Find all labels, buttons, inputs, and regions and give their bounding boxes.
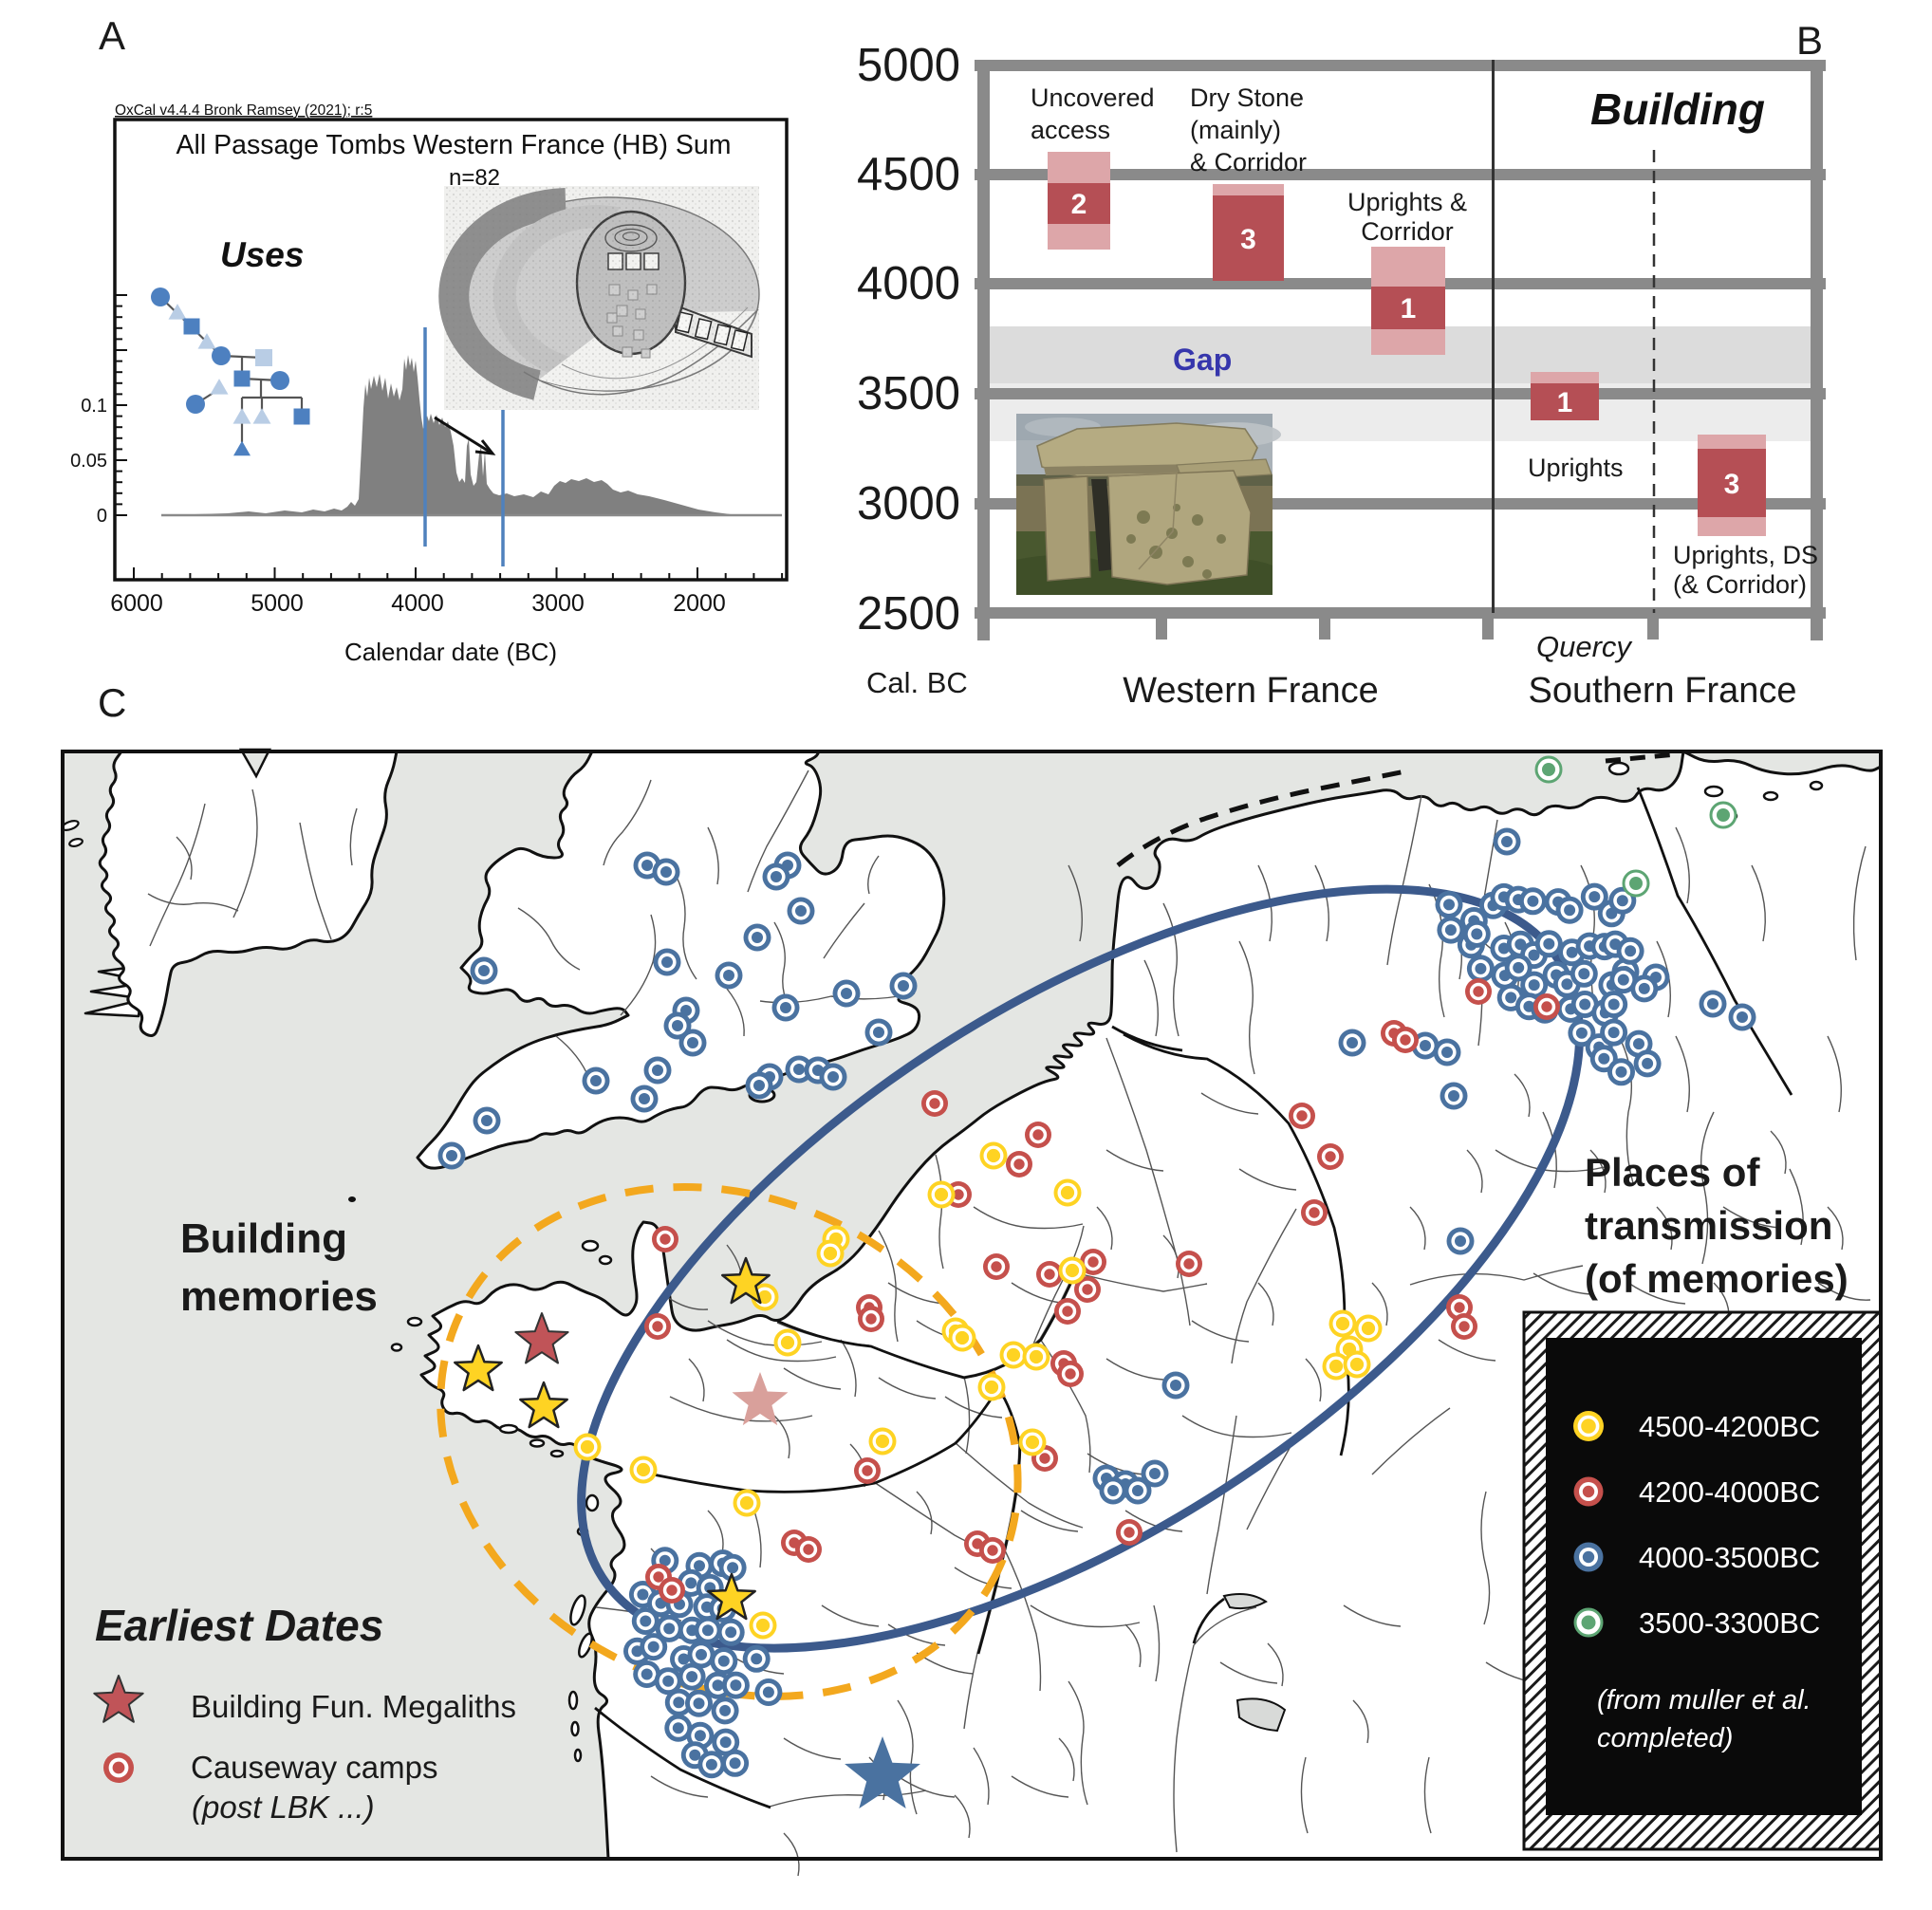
svg-text:4500: 4500 (857, 149, 960, 200)
svg-text:(mainly): (mainly) (1190, 116, 1281, 144)
svg-text:3500-3300BC: 3500-3300BC (1639, 1606, 1820, 1640)
svg-text:6000: 6000 (110, 590, 163, 617)
svg-text:Gap: Gap (1173, 343, 1232, 377)
svg-text:5000: 5000 (857, 40, 960, 91)
svg-text:3000: 3000 (857, 478, 960, 529)
svg-text:Uprights &: Uprights & (1347, 188, 1467, 216)
svg-text:2500: 2500 (857, 588, 960, 640)
svg-text:Uses: Uses (220, 235, 304, 274)
svg-text:0.1: 0.1 (81, 396, 107, 417)
svg-text:Dry Stone: Dry Stone (1190, 83, 1304, 112)
svg-text:Uprights: Uprights (1528, 454, 1624, 482)
svg-text:completed): completed) (1597, 1723, 1733, 1753)
svg-text:3: 3 (1240, 224, 1256, 255)
svg-text:Causeway camps: Causeway camps (191, 1750, 437, 1785)
svg-text:Earliest Dates: Earliest Dates (95, 1601, 383, 1650)
svg-text:4500-4200BC: 4500-4200BC (1639, 1410, 1820, 1443)
svg-text:Building: Building (180, 1215, 347, 1262)
svg-text:C: C (98, 680, 126, 725)
svg-text:(from muller et al.: (from muller et al. (1597, 1685, 1811, 1715)
svg-text:Cal. BC: Cal. BC (866, 666, 968, 699)
svg-text:Places of: Places of (1585, 1150, 1760, 1195)
svg-text:access: access (1031, 116, 1110, 144)
svg-text:All Passage Tombs Western Fran: All Passage Tombs Western France (HB) Su… (176, 130, 732, 160)
svg-text:Uprights, DS: Uprights, DS (1673, 541, 1818, 569)
svg-text:4000: 4000 (391, 590, 444, 617)
svg-text:Building: Building (1590, 84, 1765, 134)
svg-text:3: 3 (1724, 469, 1740, 500)
svg-text:5000: 5000 (251, 590, 304, 617)
svg-text:B: B (1796, 18, 1823, 63)
svg-text:Corridor: Corridor (1361, 217, 1454, 246)
svg-text:Uncovered: Uncovered (1031, 83, 1155, 112)
svg-text:Building Fun. Megaliths: Building Fun. Megaliths (191, 1689, 516, 1724)
svg-text:memories: memories (180, 1273, 378, 1320)
svg-text:0: 0 (97, 506, 107, 527)
svg-text:(of memories): (of memories) (1585, 1256, 1848, 1301)
svg-text:OxCal v4.4.4 Bronk Ramsey (202: OxCal v4.4.4 Bronk Ramsey (2021); r:5 (115, 102, 372, 119)
svg-text:4000-3500BC: 4000-3500BC (1639, 1541, 1820, 1574)
svg-text:(post LBK ...): (post LBK ...) (192, 1789, 375, 1825)
svg-text:2000: 2000 (673, 590, 726, 617)
svg-text:transmission: transmission (1585, 1203, 1832, 1248)
svg-text:4200-4000BC: 4200-4000BC (1639, 1475, 1820, 1509)
svg-text:Quercy: Quercy (1536, 630, 1633, 663)
svg-text:3000: 3000 (531, 590, 585, 617)
svg-text:(& Corridor): (& Corridor) (1673, 570, 1807, 599)
svg-text:4000: 4000 (857, 258, 960, 309)
svg-text:Calendar date (BC): Calendar date (BC) (344, 638, 557, 666)
svg-text:3500: 3500 (857, 368, 960, 419)
svg-text:A: A (99, 13, 125, 58)
svg-text:1: 1 (1557, 387, 1573, 418)
svg-text:Southern France: Southern France (1528, 671, 1796, 711)
svg-text:0.05: 0.05 (70, 451, 107, 472)
svg-text:1: 1 (1401, 293, 1417, 325)
svg-text:2: 2 (1071, 189, 1087, 220)
svg-text:& Corridor: & Corridor (1190, 148, 1307, 176)
svg-text:Western France: Western France (1123, 671, 1379, 711)
